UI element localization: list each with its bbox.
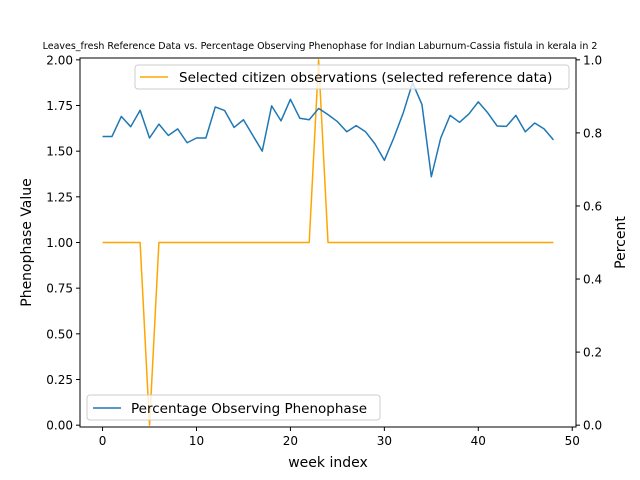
x-tick-label: 30 <box>377 434 392 448</box>
right-y-axis-ticks: 0.0 0.2 0.4 0.6 0.8 1.0 <box>576 53 602 433</box>
chart-title: Leaves_fresh Reference Data vs. Percenta… <box>43 41 598 52</box>
left-y-tick-label: 0.00 <box>46 419 73 433</box>
x-tick-label: 0 <box>99 434 107 448</box>
series-line-citizen-observations <box>102 59 554 426</box>
right-y-tick-label: 0.8 <box>583 126 602 140</box>
left-y-tick-label: 2.00 <box>46 53 73 67</box>
series-lines <box>102 59 555 426</box>
left-y-axis-label: Phenophase Value <box>19 178 35 307</box>
left-y-tick-label: 1.00 <box>46 236 73 250</box>
left-y-tick-label: 0.75 <box>46 282 73 296</box>
left-y-tick-label: 0.25 <box>46 373 73 387</box>
right-y-tick-label: 0.2 <box>583 346 602 360</box>
left-y-axis-ticks: 0.00 0.25 0.50 0.75 1.00 1.25 1.50 1.75 2.00 <box>46 53 80 433</box>
right-y-tick-label: 0.0 <box>583 419 602 433</box>
legend-lower-left: Percentage Observing Phenophase <box>86 394 381 421</box>
x-axis-label: week index <box>288 455 368 471</box>
left-y-tick-label: 1.75 <box>46 99 73 113</box>
x-tick-label: 10 <box>189 434 204 448</box>
right-y-axis-label: Percent <box>613 216 629 269</box>
left-y-tick-label: 1.50 <box>46 145 73 159</box>
x-tick-label: 50 <box>565 434 580 448</box>
legend-label-percentage: Percentage Observing Phenophase <box>131 401 367 417</box>
left-y-tick-label: 0.50 <box>46 327 73 341</box>
legend-label-citizen: Selected citizen observations (selected … <box>179 70 552 86</box>
legend-box <box>134 64 570 90</box>
x-tick-label: 20 <box>283 434 298 448</box>
right-y-tick-label: 0.4 <box>583 273 602 287</box>
right-y-tick-label: 0.6 <box>583 199 602 213</box>
series-line-percentage-observing <box>102 82 555 178</box>
right-y-tick-label: 1.0 <box>583 53 602 67</box>
plot-frame <box>79 57 577 428</box>
legend-box <box>86 394 381 421</box>
x-axis-ticks: 0 10 20 30 40 50 <box>99 427 580 448</box>
legend-upper-right: Selected citizen observations (selected … <box>134 64 570 90</box>
x-tick-label: 40 <box>471 434 486 448</box>
left-y-tick-label: 1.25 <box>46 190 73 204</box>
